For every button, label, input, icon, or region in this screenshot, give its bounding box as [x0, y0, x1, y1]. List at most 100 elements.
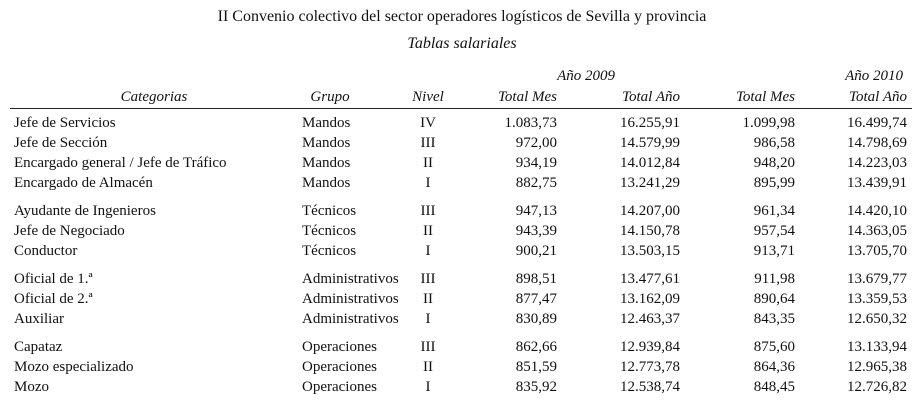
cell-total-mes-2009: 900,21 [515, 243, 557, 259]
cell-total-ano-2009: 13.503,15 [620, 243, 680, 259]
cell-nivel: II [423, 359, 433, 375]
cell-total-mes-2009: 862,66 [515, 339, 557, 355]
cell-total-ano-2010: 14.420,10 [847, 203, 907, 219]
cell-nivel: III [420, 339, 436, 355]
cell-total-mes-2009: 835,92 [515, 379, 557, 395]
year-2009-header: Año 2009 [557, 68, 615, 84]
cell-total-mes-2010: 913,71 [753, 243, 795, 259]
cell-total-ano-2010: 14.363,05 [847, 223, 907, 239]
cell-total-mes-2010: 911,98 [754, 271, 795, 287]
cell-total-ano-2009: 14.150,78 [620, 223, 680, 239]
cell-grupo: Operaciones [302, 379, 377, 395]
cell-nivel: IV [420, 115, 436, 131]
cell-nivel: III [420, 203, 436, 219]
cell-total-ano-2010: 13.705,70 [847, 243, 907, 259]
cell-total-mes-2009: 898,51 [515, 271, 557, 287]
cell-total-ano-2010: 13.679,77 [847, 271, 907, 287]
cell-categoria: Encargado general / Jefe de Tráfico [14, 155, 227, 171]
cell-categoria: Jefe de Sección [14, 135, 108, 151]
cell-grupo: Administrativos [302, 271, 399, 287]
cell-total-ano-2010: 13.133,94 [847, 339, 907, 355]
cell-categoria: Auxiliar [14, 311, 64, 327]
cell-total-mes-2009: 830,89 [515, 311, 557, 327]
cell-total-mes-2009: 877,47 [515, 291, 557, 307]
cell-categoria: Jefe de Negociado [14, 223, 125, 239]
document-title: II Convenio colectivo del sector operado… [217, 8, 707, 25]
cell-total-mes-2009: 934,19 [515, 155, 557, 171]
cell-total-ano-2010: 14.223,03 [847, 155, 907, 171]
cell-categoria: Conductor [14, 243, 78, 259]
cell-grupo: Mandos [302, 155, 351, 171]
cell-total-ano-2010: 13.439,91 [847, 175, 907, 191]
cell-categoria: Jefe de Servicios [14, 115, 116, 131]
cell-nivel: II [423, 155, 433, 171]
cell-nivel: I [425, 379, 431, 395]
header-total-mes-2009: Total Mes [497, 89, 557, 105]
cell-grupo: Operaciones [302, 359, 377, 375]
cell-total-ano-2009: 14.207,00 [620, 203, 680, 219]
cell-grupo: Mandos [302, 135, 351, 151]
cell-categoria: Mozo [14, 379, 49, 395]
cell-total-ano-2010: 12.650,32 [847, 311, 907, 327]
cell-nivel: II [423, 223, 433, 239]
cell-nivel: III [420, 135, 436, 151]
cell-total-mes-2009: 882,75 [515, 175, 557, 191]
header-grupo: Grupo [310, 89, 350, 105]
cell-categoria: Ayudante de Ingenieros [14, 203, 156, 219]
cell-total-ano-2010: 16.499,74 [847, 115, 907, 131]
cell-total-ano-2009: 12.939,84 [620, 339, 680, 355]
header-rule [10, 108, 912, 109]
cell-total-ano-2009: 13.241,29 [620, 175, 680, 191]
cell-grupo: Administrativos [302, 291, 399, 307]
cell-total-ano-2010: 13.359,53 [847, 291, 907, 307]
cell-nivel: I [425, 243, 431, 259]
cell-categoria: Encargado de Almacén [14, 175, 153, 191]
cell-total-mes-2010: 957,54 [753, 223, 795, 239]
cell-total-mes-2010: 843,35 [753, 311, 795, 327]
cell-nivel: I [425, 311, 431, 327]
cell-categoria: Oficial de 1.ª [14, 271, 93, 287]
cell-grupo: Operaciones [302, 339, 377, 355]
cell-total-mes-2010: 1.099,98 [742, 115, 796, 131]
cell-grupo: Técnicos [302, 223, 357, 239]
cell-nivel: II [423, 291, 433, 307]
cell-total-mes-2009: 851,59 [515, 359, 557, 375]
cell-total-mes-2009: 943,39 [515, 223, 557, 239]
header-total-ano-2009: Total Año [622, 89, 680, 105]
cell-grupo: Técnicos [302, 203, 357, 219]
cell-grupo: Mandos [302, 115, 351, 131]
cell-total-ano-2009: 13.477,61 [620, 271, 680, 287]
header-categoria: Categorias [120, 89, 188, 105]
year-2010-header: Año 2010 [845, 68, 903, 84]
cell-nivel: III [420, 271, 436, 287]
cell-total-ano-2009: 12.538,74 [620, 379, 680, 395]
cell-total-mes-2010: 848,45 [753, 379, 795, 395]
cell-total-ano-2009: 14.012,84 [620, 155, 680, 171]
cell-categoria: Capataz [14, 339, 63, 355]
header-total-ano-2010: Total Año [849, 89, 907, 105]
cell-total-ano-2009: 14.579,99 [620, 135, 680, 151]
cell-total-mes-2010: 986,58 [753, 135, 795, 151]
cell-total-ano-2009: 12.773,78 [620, 359, 680, 375]
cell-total-mes-2010: 961,34 [753, 203, 795, 219]
cell-total-ano-2010: 14.798,69 [847, 135, 907, 151]
cell-nivel: I [425, 175, 431, 191]
cell-total-mes-2009: 1.083,73 [504, 115, 558, 131]
cell-grupo: Técnicos [302, 243, 357, 259]
cell-total-mes-2010: 864,36 [753, 359, 795, 375]
cell-total-ano-2009: 13.162,09 [620, 291, 680, 307]
cell-total-ano-2009: 16.255,91 [620, 115, 680, 131]
cell-total-mes-2009: 972,00 [515, 135, 557, 151]
cell-total-ano-2009: 12.463,37 [620, 311, 680, 327]
cell-total-mes-2010: 948,20 [753, 155, 795, 171]
cell-categoria: Mozo especializado [14, 359, 134, 375]
cell-grupo: Administrativos [302, 311, 399, 327]
cell-total-mes-2010: 895,99 [753, 175, 795, 191]
cell-grupo: Mandos [302, 175, 351, 191]
cell-total-ano-2010: 12.965,38 [847, 359, 907, 375]
header-total-mes-2010: Total Mes [735, 89, 795, 105]
header-nivel: Nivel [412, 89, 444, 105]
cell-total-ano-2010: 12.726,82 [847, 379, 907, 395]
cell-total-mes-2010: 890,64 [753, 291, 795, 307]
cell-total-mes-2009: 947,13 [515, 203, 557, 219]
